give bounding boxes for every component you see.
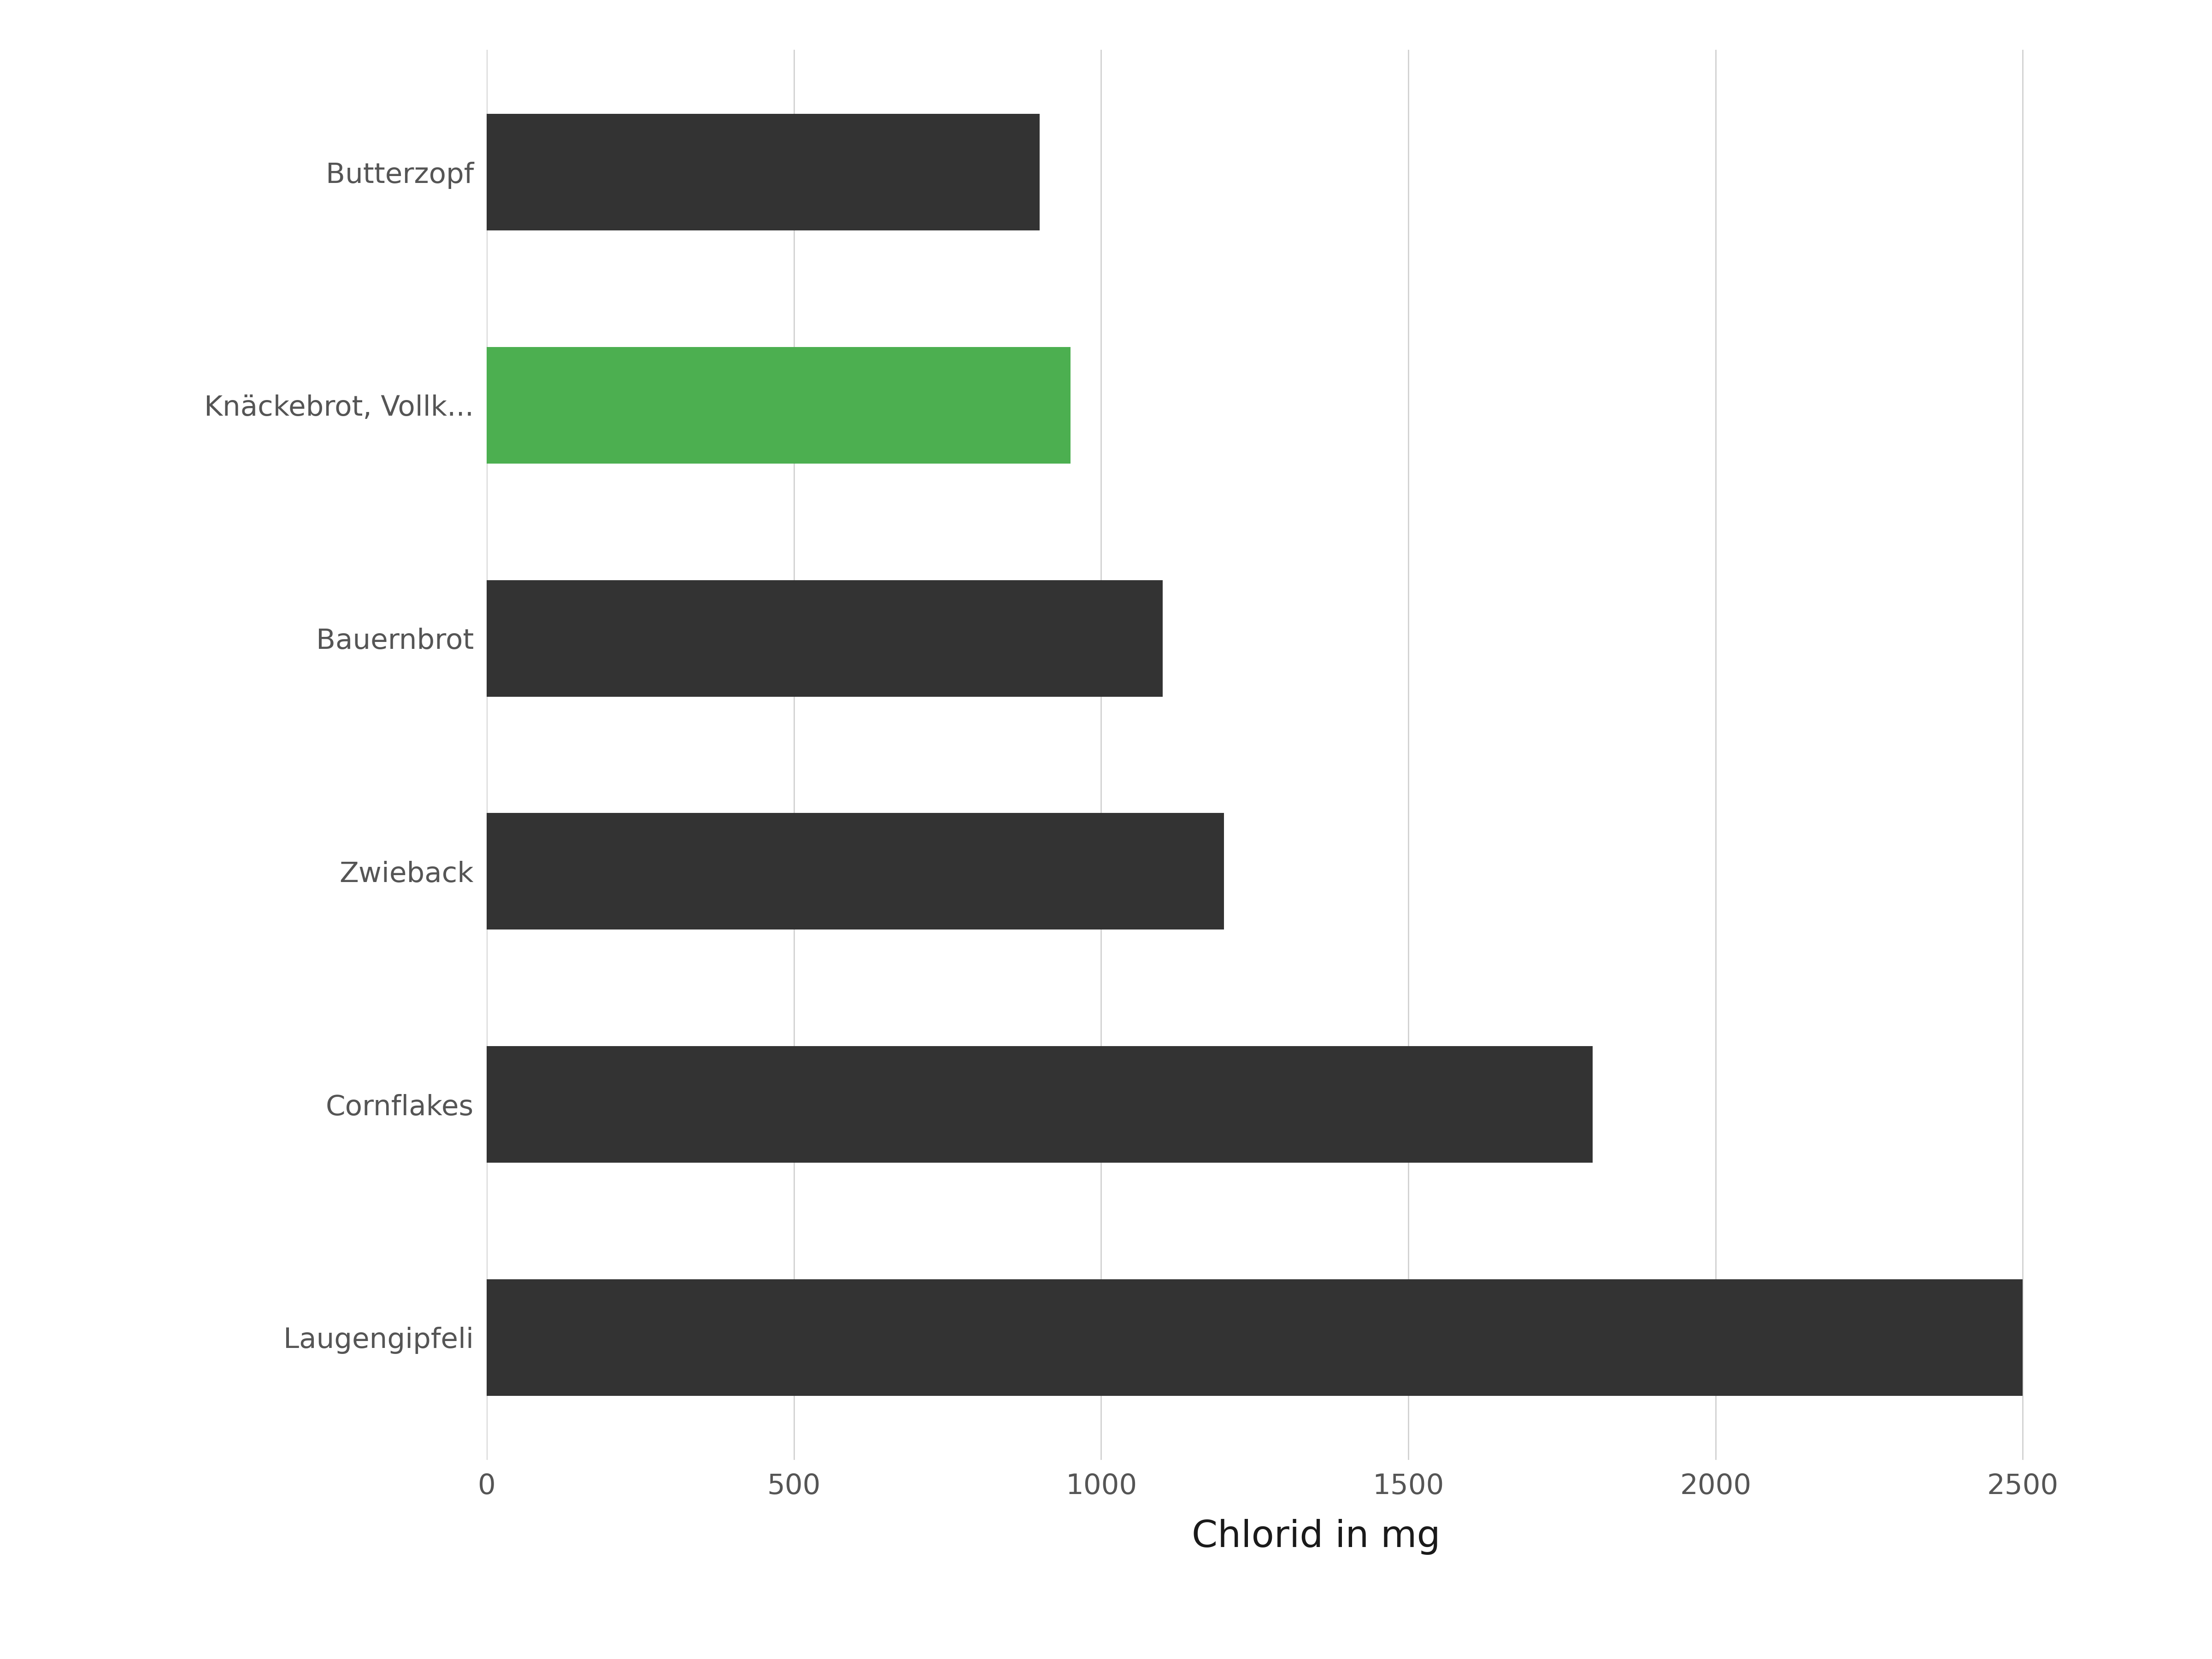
- Bar: [487, 347, 1071, 463]
- X-axis label: Chlorid in mg: Chlorid in mg: [1192, 1520, 1440, 1554]
- Bar: [487, 581, 1164, 697]
- Bar: [487, 1279, 2022, 1395]
- Bar: [487, 813, 1223, 929]
- Bar: [487, 114, 1040, 231]
- Bar: [487, 1047, 1593, 1163]
